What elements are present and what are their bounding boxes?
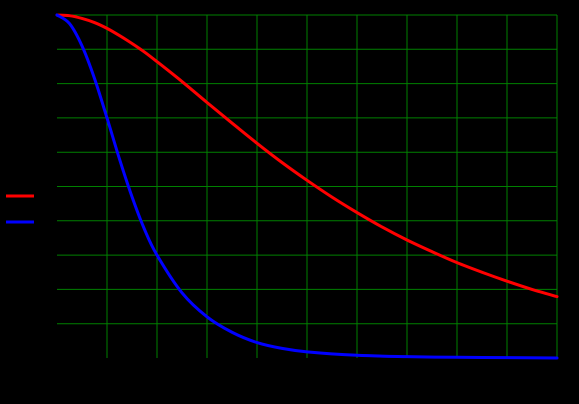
series-line-2 <box>55 13 559 360</box>
legend <box>6 194 34 224</box>
series-line-1 <box>55 13 559 299</box>
series-layer <box>55 13 559 360</box>
grid <box>57 14 558 358</box>
